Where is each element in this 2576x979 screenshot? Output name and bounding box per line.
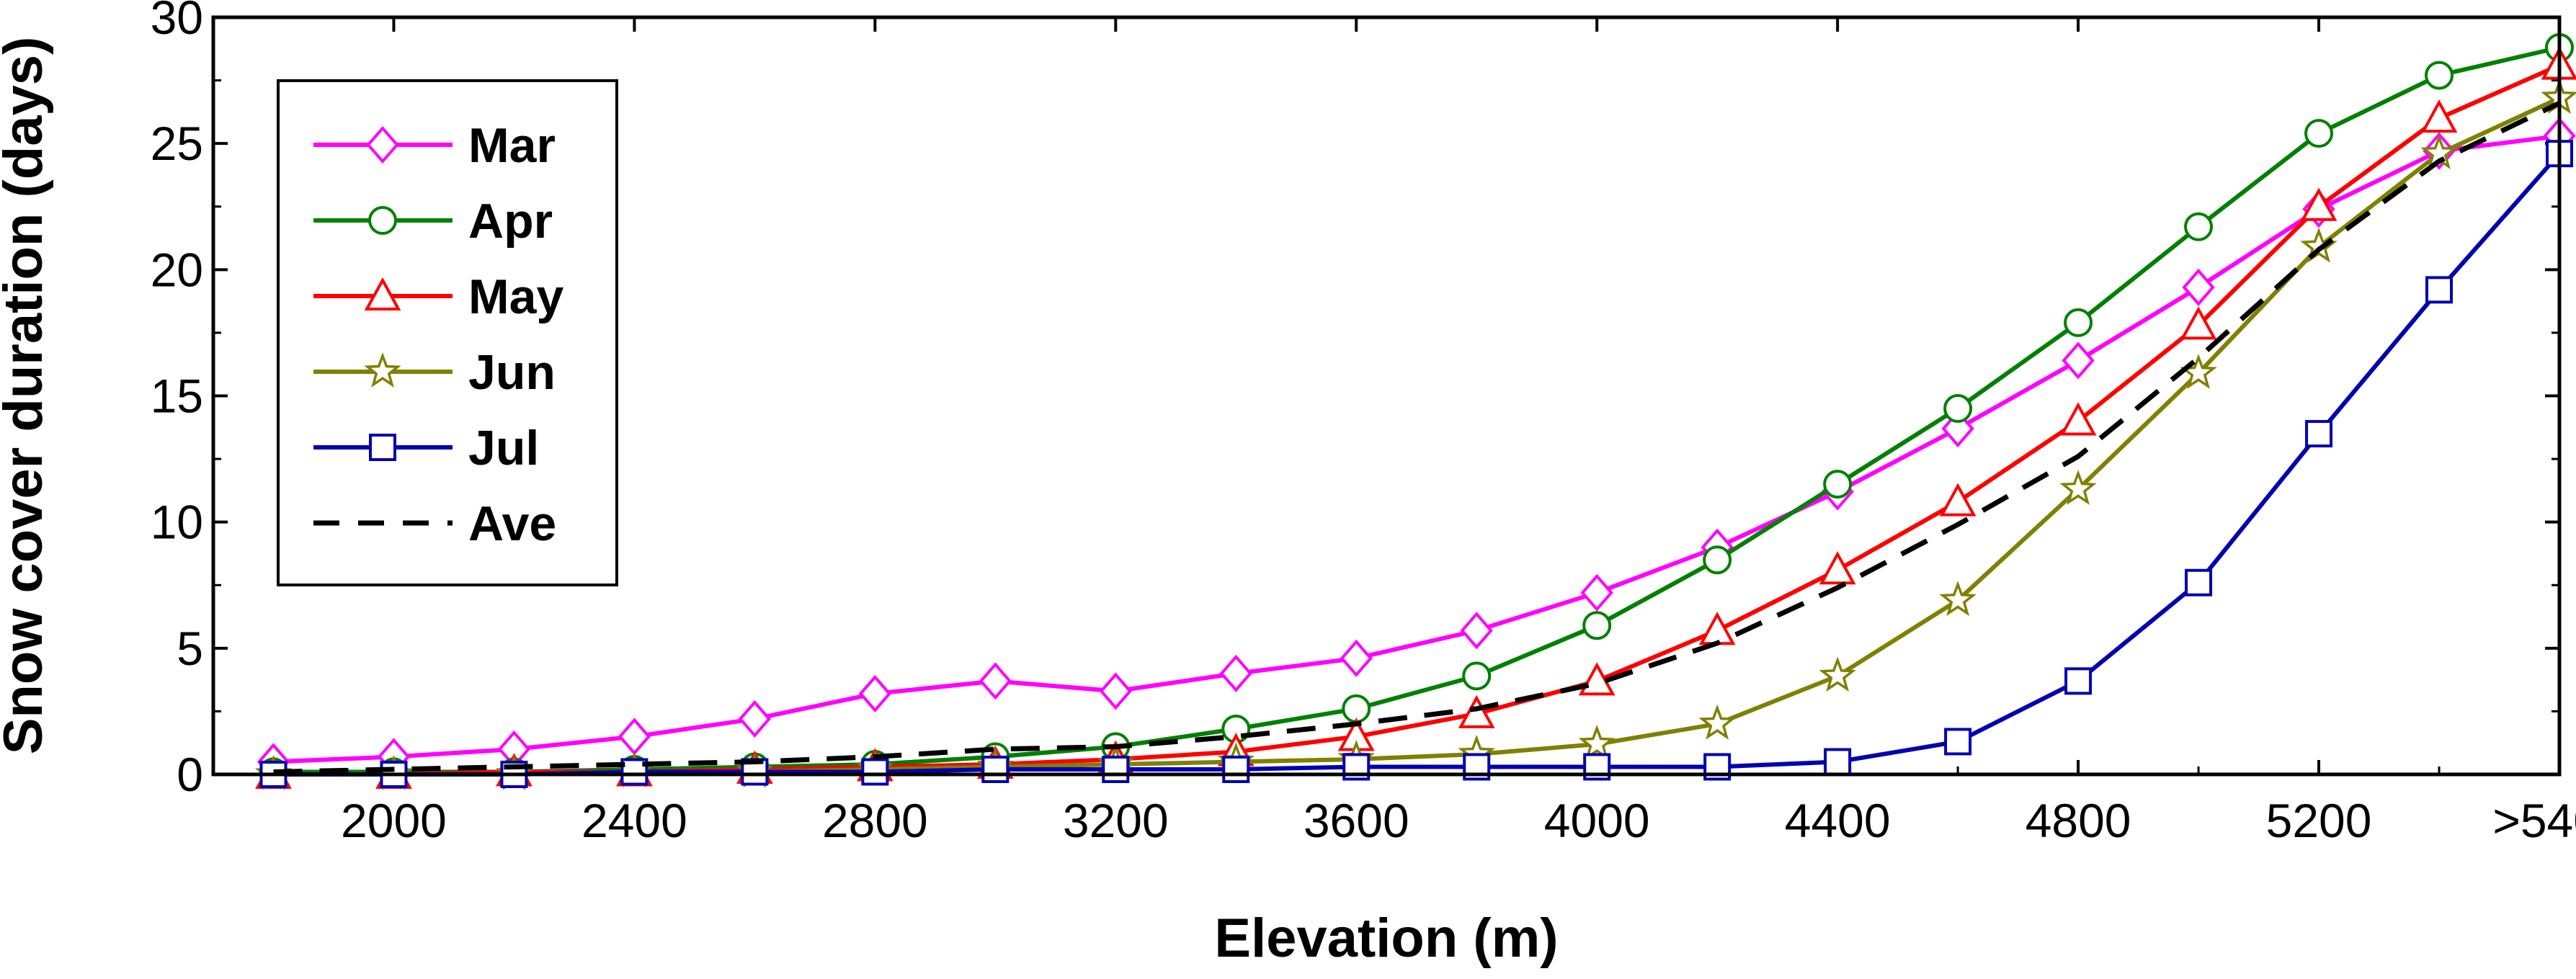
data-point-apr <box>2184 212 2214 241</box>
data-point-may <box>1698 612 1736 645</box>
data-point-jun <box>1819 656 1856 692</box>
data-point-mar <box>1580 573 1613 612</box>
x-tick-label: 2000 <box>341 794 447 847</box>
data-point-apr <box>1823 470 1853 499</box>
series-line-mar <box>273 133 2560 764</box>
data-point-mar <box>1219 654 1252 692</box>
data-point-jul <box>1102 755 1130 783</box>
data-point-jul <box>1222 755 1250 783</box>
data-point-mar <box>1460 612 1493 650</box>
data-point-jun <box>2059 470 2097 505</box>
data-point-mar <box>979 662 1012 700</box>
data-point-jul <box>861 758 889 786</box>
data-point-may <box>2420 99 2458 133</box>
data-point-jul <box>981 755 1010 783</box>
series-ave <box>273 100 2561 774</box>
data-point-apr <box>2425 61 2454 90</box>
legend-entry-mar: Mar <box>313 118 556 173</box>
data-point-may <box>1458 694 1495 728</box>
x-tick-label: 2400 <box>581 794 687 847</box>
y-tick-label: 0 <box>177 748 203 801</box>
legend-marker <box>364 352 401 388</box>
x-tick-label: 5200 <box>2266 794 2372 847</box>
data-point-jul <box>1944 728 1972 756</box>
y-tick-label: 10 <box>151 496 203 549</box>
data-point-apr <box>1943 394 1973 424</box>
legend-label: Jun <box>468 345 556 400</box>
tick-layer: 0 5 10 15 20 25 30 2000 2400 2800 3200 3600 4000 4400… <box>151 0 2576 847</box>
legend-marker <box>368 206 397 235</box>
data-point-mar <box>618 718 651 756</box>
data-point-mar <box>858 674 892 712</box>
data-point-may <box>1819 551 1856 585</box>
legend-label: Apr <box>468 194 553 249</box>
y-tick-label: 20 <box>151 243 203 296</box>
legend-marker <box>369 434 396 461</box>
data-point-apr <box>1703 545 1732 575</box>
x-tick-label: 4800 <box>2025 794 2131 847</box>
data-point-jul <box>2425 276 2454 304</box>
x-axis-title: Elevation (m) <box>1214 908 1558 969</box>
data-point-apr <box>1582 611 1612 640</box>
y-tick-label: 25 <box>151 117 203 170</box>
data-point-mar <box>1340 639 1373 677</box>
data-point-apr <box>2064 308 2093 337</box>
series-line-apr <box>273 45 2560 774</box>
legend: Mar Apr May Jun Jul Ave <box>277 79 618 586</box>
y-tick-label: 5 <box>177 622 203 675</box>
legend-entry-ave: Ave <box>313 496 556 551</box>
legend-label: Ave <box>468 496 556 551</box>
y-tick-label: 15 <box>151 370 203 423</box>
legend-entry-may: May <box>313 269 563 324</box>
series-line-jul <box>273 152 2562 777</box>
data-point-mar <box>1099 672 1132 710</box>
x-tick-label: 4400 <box>1785 794 1891 847</box>
data-point-jun <box>1578 724 1615 760</box>
series-layer <box>254 33 2576 790</box>
series-line-ave <box>273 100 2561 774</box>
data-point-jun <box>1939 581 1976 617</box>
data-point-jul <box>2305 420 2333 448</box>
legend-entry-jun: Jun <box>313 345 556 400</box>
x-tick-label: 4000 <box>1544 794 1650 847</box>
plot-frame <box>211 15 2562 777</box>
data-point-mar <box>2182 268 2215 306</box>
x-tick-label: >5400 <box>2492 794 2576 847</box>
legend-entry-jul: Jul <box>313 421 539 475</box>
data-point-apr <box>2304 119 2334 148</box>
data-point-apr <box>1462 661 1492 691</box>
y-axis-title: Snow cover duration (days) <box>0 37 54 755</box>
legend-label: May <box>468 269 563 324</box>
legend-entry-apr: Apr <box>313 194 553 249</box>
data-point-jun <box>1698 704 1736 740</box>
data-point-may <box>2059 402 2097 436</box>
data-point-jul <box>2185 568 2213 596</box>
data-point-may <box>2300 187 2337 221</box>
data-point-jul <box>2064 667 2093 695</box>
legend-box <box>277 79 618 586</box>
x-tick-label: 3200 <box>1063 794 1169 847</box>
data-point-may <box>2180 306 2217 340</box>
data-point-mar <box>2062 341 2095 380</box>
data-point-mar <box>738 699 772 738</box>
data-point-jul <box>1824 748 1852 776</box>
x-tick-label: 2800 <box>822 794 928 847</box>
x-tick-label: 3600 <box>1303 794 1409 847</box>
legend-label: Jul <box>468 421 539 475</box>
legend-label: Mar <box>468 118 556 173</box>
legend-marker <box>366 125 399 164</box>
data-point-may <box>1939 483 1976 517</box>
legend-marker <box>364 277 401 310</box>
y-tick-label: 30 <box>151 0 203 44</box>
